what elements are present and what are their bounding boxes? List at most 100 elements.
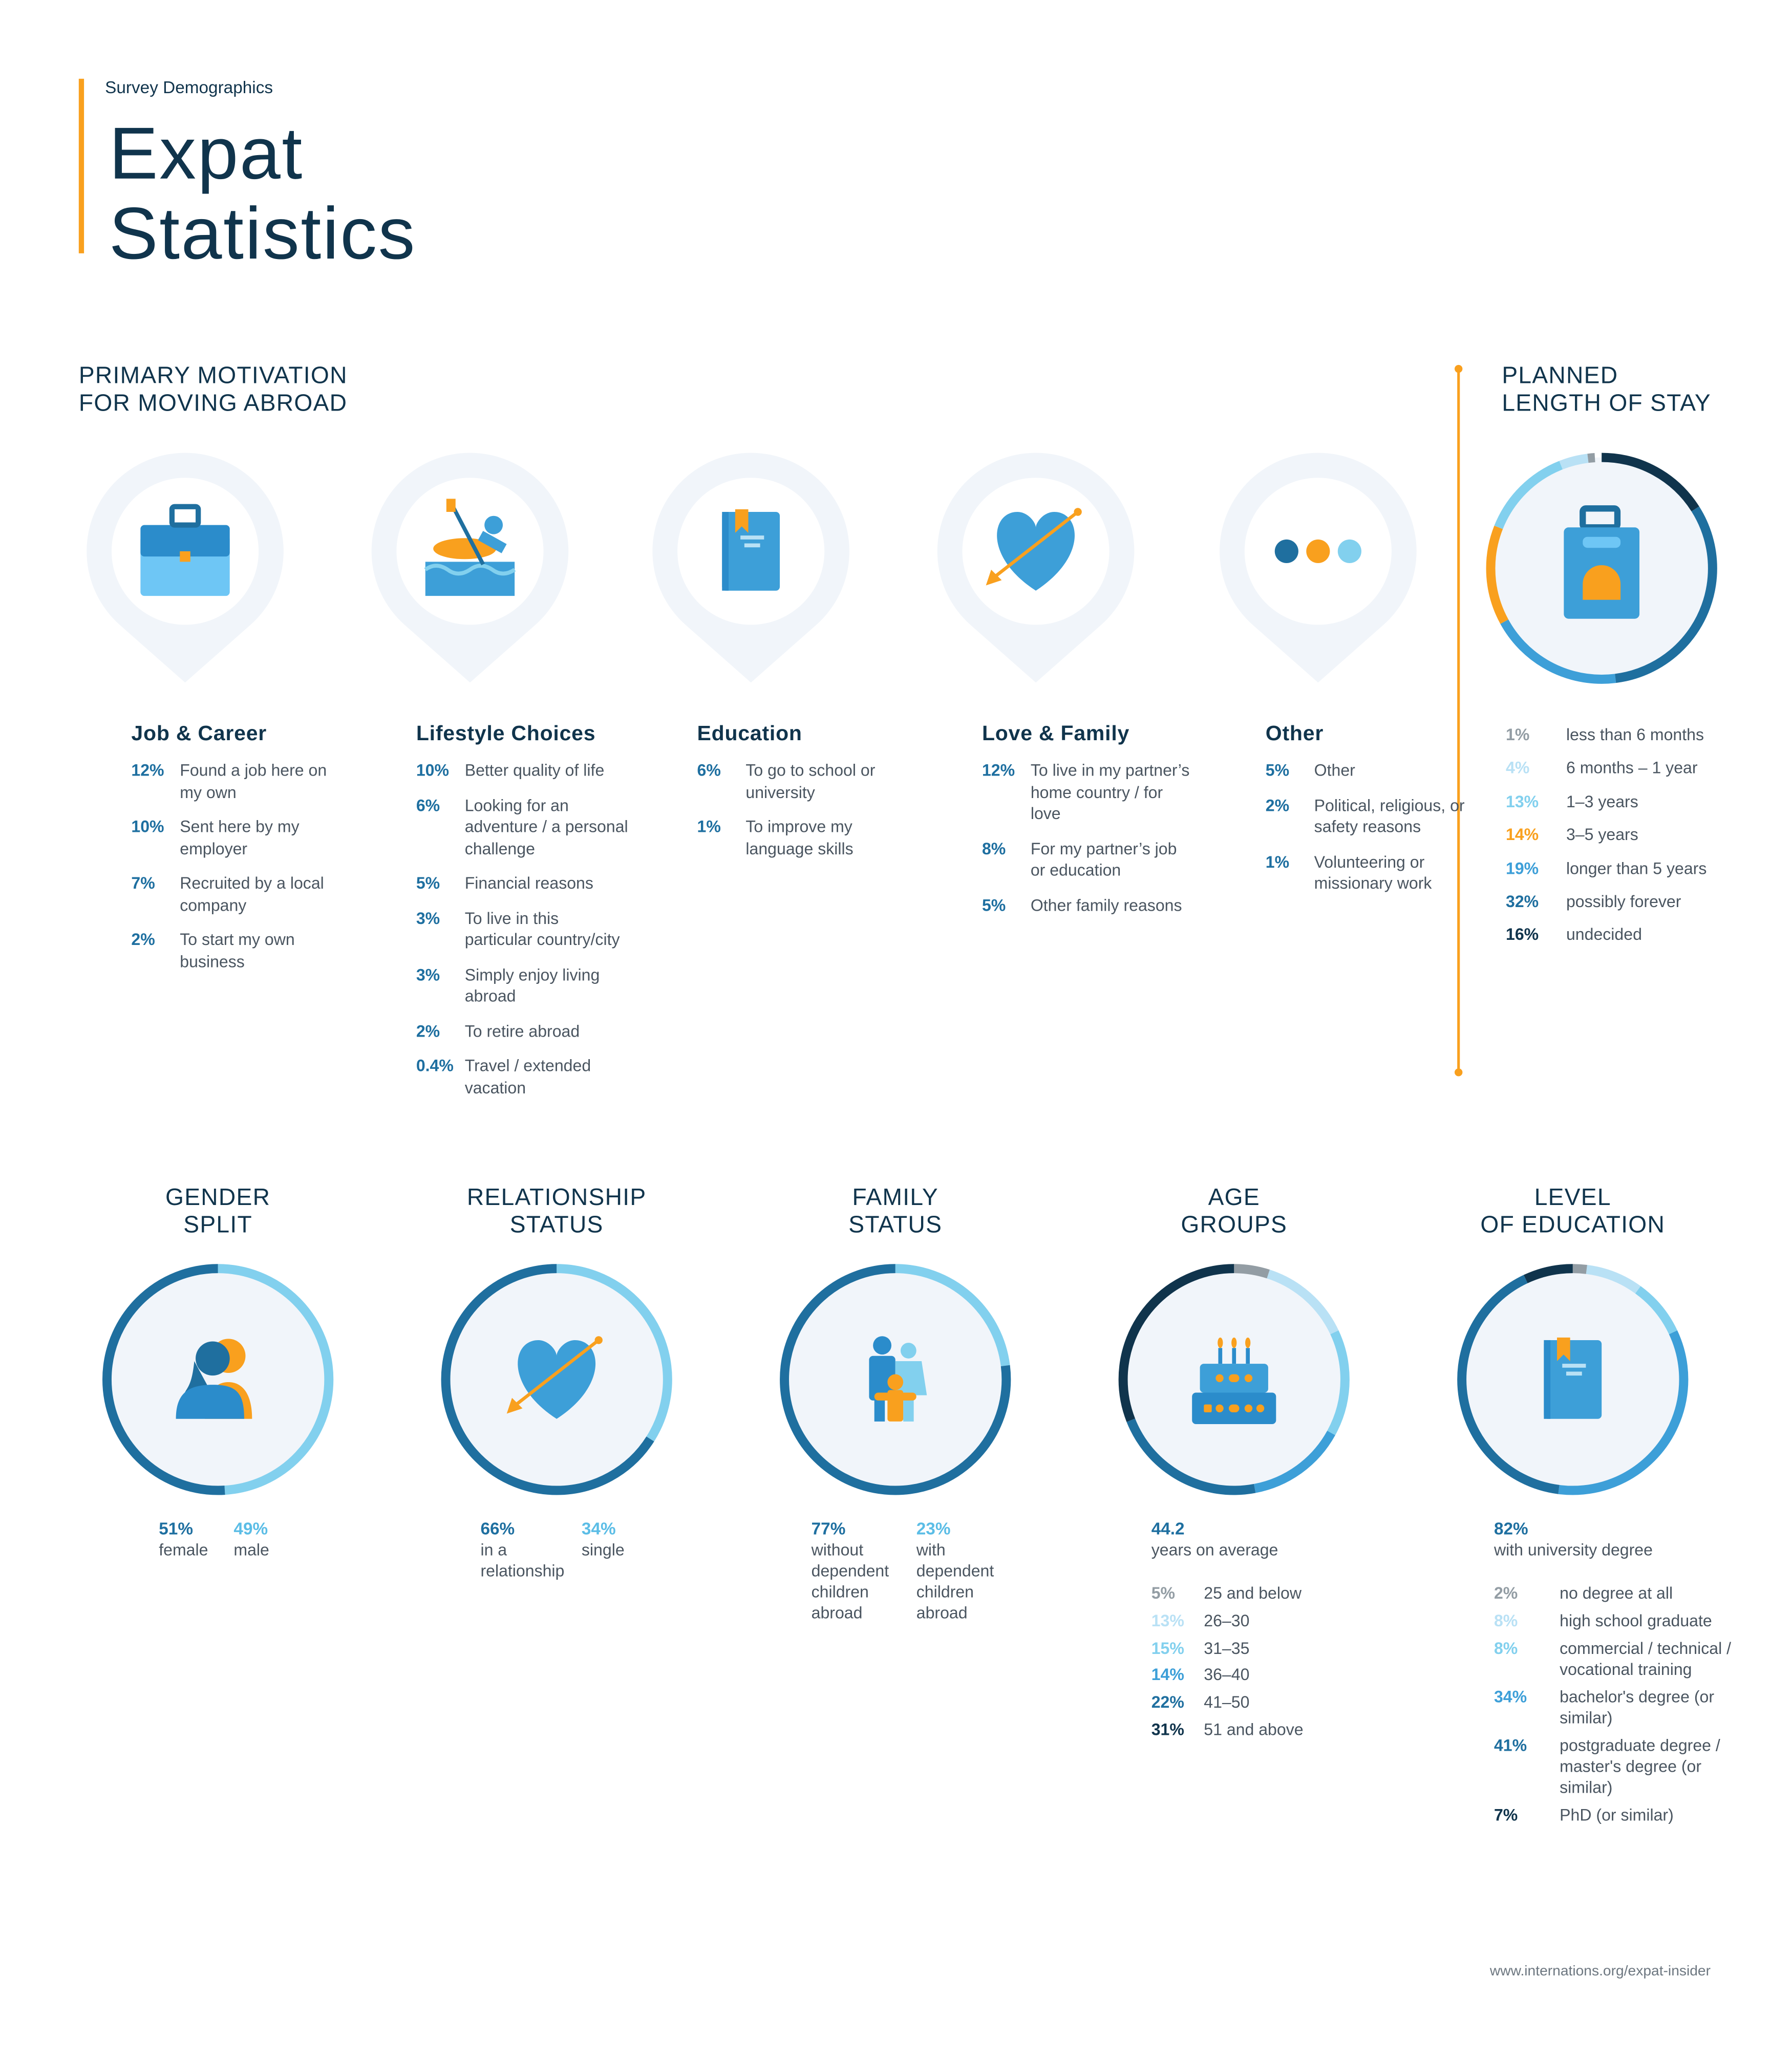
category-title: Love & Family bbox=[982, 723, 1130, 746]
age-donut bbox=[1110, 1255, 1359, 1504]
legend-percent: 7% bbox=[1494, 1806, 1518, 1825]
list-item: 7% Recruited by a local company bbox=[131, 873, 348, 916]
stay-donut bbox=[1477, 444, 1726, 693]
legend-label: 26–30 bbox=[1204, 1611, 1250, 1630]
legend-label: undecided bbox=[1566, 926, 1642, 944]
divider-dot bbox=[1455, 1068, 1463, 1077]
legend-item: 32% possibly forever bbox=[1506, 891, 1706, 912]
motivation-column: Education 6% To go to school or university… bbox=[697, 723, 914, 1117]
list-item: 3% To live in this particular country/cit… bbox=[416, 908, 633, 951]
item-percent: 6% bbox=[416, 796, 440, 815]
legend-item: 7% PhD (or similar) bbox=[1494, 1805, 1743, 1826]
legend-percent: 16% bbox=[1506, 926, 1539, 944]
gender-heading: GENDER SPLIT bbox=[74, 1184, 362, 1242]
item-label: Travel / extended vacation bbox=[464, 1057, 591, 1097]
family-icon bbox=[869, 1336, 927, 1422]
heading-line: FAMILY bbox=[852, 1184, 938, 1211]
motivation-pin bbox=[639, 446, 863, 696]
motivation-pin bbox=[1206, 446, 1430, 696]
family-split-b: 23% with dependent children abroad bbox=[916, 1519, 1019, 1637]
heading-line: LEVEL bbox=[1534, 1184, 1611, 1211]
education-headline-label: with university degree bbox=[1494, 1541, 1653, 1560]
legend-item: 16% undecided bbox=[1506, 924, 1706, 945]
donut-segment bbox=[1486, 453, 1717, 684]
item-percent: 1% bbox=[1265, 852, 1290, 871]
relationship-split-a: 66% in a relationship bbox=[480, 1519, 583, 1637]
legend-label: bachelor's degree (or similar) bbox=[1560, 1688, 1715, 1728]
split-percent: 51% bbox=[159, 1518, 194, 1539]
list-item: 5% Other bbox=[1266, 760, 1482, 782]
heading-line: GROUPS bbox=[1181, 1211, 1288, 1238]
legend-percent: 1% bbox=[1506, 725, 1530, 744]
legend-item: 41% postgraduate degree / master's degree… bbox=[1494, 1735, 1743, 1798]
heart-arrow-icon bbox=[506, 1336, 603, 1419]
people-icon bbox=[176, 1339, 252, 1419]
legend-item: 4% 6 months – 1 year bbox=[1506, 758, 1706, 779]
donut-segment bbox=[1457, 1264, 1689, 1495]
donut-segment bbox=[1457, 1264, 1689, 1495]
item-percent: 3% bbox=[416, 965, 440, 984]
list-item: 3% Simply enjoy living abroad bbox=[416, 964, 633, 1007]
list-item: 2% Political, religious, or safety reason… bbox=[1266, 795, 1482, 838]
legend-percent: 2% bbox=[1494, 1584, 1518, 1603]
gender-donut bbox=[93, 1255, 343, 1504]
donut-segment bbox=[1118, 1264, 1350, 1495]
legend-percent: 8% bbox=[1494, 1611, 1518, 1630]
item-percent: 0.4% bbox=[416, 1057, 454, 1075]
donut-segment bbox=[780, 1264, 1011, 1495]
legend-item: 22% 41–50 bbox=[1151, 1692, 1304, 1713]
cake-icon bbox=[1192, 1337, 1276, 1425]
category-title: Job & Career bbox=[131, 723, 267, 746]
donut-segment bbox=[1118, 1264, 1350, 1495]
heading-line: PRIMARY MOTIVATION bbox=[78, 362, 348, 389]
legend-item: 14% 36–40 bbox=[1151, 1665, 1304, 1686]
motivation-column: Lifestyle Choices 10% Better quality of li… bbox=[416, 723, 633, 1117]
legend-label: 41–50 bbox=[1204, 1693, 1250, 1712]
list-item: 2% To retire abroad bbox=[416, 1021, 633, 1042]
heading-line: PLANNED bbox=[1502, 362, 1618, 389]
legend-item: 19% longer than 5 years bbox=[1506, 858, 1706, 879]
heading-line: LENGTH OF STAY bbox=[1502, 390, 1711, 416]
stay-heading: PLANNED LENGTH OF STAY bbox=[1502, 362, 1711, 418]
legend-item: 13% 26–30 bbox=[1151, 1610, 1304, 1631]
item-percent: 1% bbox=[697, 818, 721, 836]
relationship-split-b: 34% single bbox=[582, 1519, 684, 1637]
legend-label: 3–5 years bbox=[1566, 826, 1638, 845]
donut-segment bbox=[1486, 453, 1717, 684]
education-headline-value: 82% bbox=[1494, 1518, 1528, 1539]
book-icon bbox=[1544, 1337, 1602, 1419]
heading-line: STATUS bbox=[509, 1211, 604, 1238]
item-percent: 7% bbox=[131, 874, 155, 893]
item-percent: 10% bbox=[416, 761, 450, 780]
split-percent: 66% bbox=[480, 1518, 515, 1539]
source-url[interactable]: www.internations.org/expat-insider bbox=[1489, 1963, 1711, 1980]
legend-percent: 34% bbox=[1494, 1688, 1527, 1707]
item-label: Simply enjoy living abroad bbox=[464, 965, 600, 1006]
split-label: in a relationship bbox=[480, 1541, 565, 1581]
legend-percent: 13% bbox=[1506, 792, 1539, 811]
list-item: 0.4% Travel / extended vacation bbox=[416, 1056, 633, 1099]
legend-label: 25 and below bbox=[1204, 1584, 1302, 1603]
category-title: Other bbox=[1265, 723, 1324, 746]
item-label: Volunteering or missionary work bbox=[1314, 852, 1432, 893]
legend-item: 8% high school graduate bbox=[1494, 1610, 1743, 1631]
item-label: To start my own business bbox=[180, 930, 295, 971]
relationship-donut bbox=[432, 1255, 681, 1504]
item-label: For my partner’s job or education bbox=[1030, 839, 1177, 879]
legend-label: 6 months – 1 year bbox=[1566, 759, 1698, 778]
legend-percent: 14% bbox=[1506, 826, 1539, 845]
split-percent: 49% bbox=[233, 1518, 268, 1539]
legend-label: commercial / technical / vocational trai… bbox=[1560, 1639, 1732, 1679]
list-item: 8% For my partner’s job or education bbox=[982, 838, 1199, 881]
list-item: 10% Better quality of life bbox=[416, 760, 633, 782]
heading-line: AGE bbox=[1208, 1184, 1260, 1211]
donut-segment bbox=[1457, 1264, 1689, 1495]
legend-percent: 13% bbox=[1151, 1611, 1184, 1630]
age-legend: 5% 25 and below 13% 26–30 15% 31–35 14% 36–40 22… bbox=[1151, 1583, 1304, 1747]
title-line-2: Statistics bbox=[109, 191, 416, 274]
legend-item: 14% 3–5 years bbox=[1506, 825, 1706, 846]
gender-split-a: 51% female bbox=[159, 1519, 261, 1637]
item-label: Political, religious, or safety reasons bbox=[1314, 796, 1465, 836]
donut-segment bbox=[441, 1264, 672, 1495]
